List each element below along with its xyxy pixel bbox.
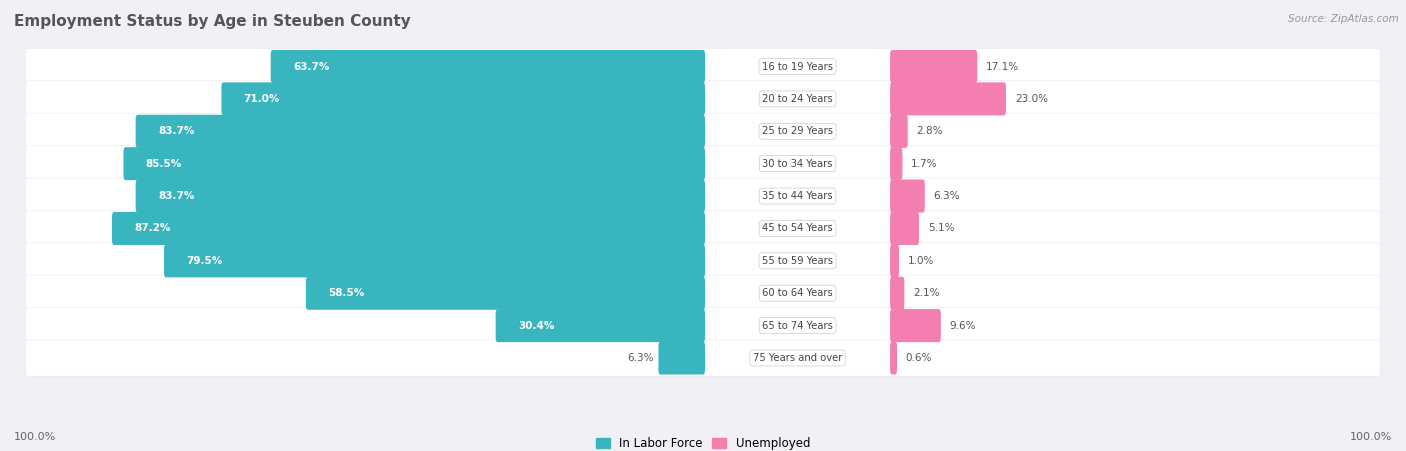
Text: 87.2%: 87.2% [135, 223, 170, 234]
Text: 20 to 24 Years: 20 to 24 Years [762, 94, 832, 104]
FancyBboxPatch shape [221, 83, 704, 115]
FancyBboxPatch shape [25, 243, 1381, 279]
Text: 79.5%: 79.5% [186, 256, 222, 266]
FancyBboxPatch shape [25, 81, 1381, 117]
FancyBboxPatch shape [25, 308, 1381, 344]
FancyBboxPatch shape [25, 48, 1381, 85]
Text: 100.0%: 100.0% [14, 432, 56, 442]
FancyBboxPatch shape [25, 113, 1381, 149]
Text: 1.7%: 1.7% [911, 159, 938, 169]
Text: 75 Years and over: 75 Years and over [752, 353, 842, 363]
Text: 58.5%: 58.5% [328, 288, 364, 298]
Text: 65 to 74 Years: 65 to 74 Years [762, 321, 832, 331]
FancyBboxPatch shape [890, 341, 897, 374]
Text: 6.3%: 6.3% [934, 191, 960, 201]
FancyBboxPatch shape [890, 309, 941, 342]
FancyBboxPatch shape [25, 340, 1381, 376]
FancyBboxPatch shape [890, 115, 908, 148]
Text: 83.7%: 83.7% [157, 191, 194, 201]
FancyBboxPatch shape [25, 146, 1381, 182]
FancyBboxPatch shape [890, 50, 977, 83]
Text: 2.8%: 2.8% [917, 126, 943, 136]
FancyBboxPatch shape [124, 147, 704, 180]
Text: 0.6%: 0.6% [905, 353, 932, 363]
Text: 2.1%: 2.1% [912, 288, 939, 298]
Text: 9.6%: 9.6% [949, 321, 976, 331]
FancyBboxPatch shape [271, 50, 704, 83]
FancyBboxPatch shape [25, 275, 1381, 311]
Legend: In Labor Force, Unemployed: In Labor Force, Unemployed [591, 433, 815, 451]
FancyBboxPatch shape [890, 212, 920, 245]
Text: 30.4%: 30.4% [517, 321, 554, 331]
Text: 6.3%: 6.3% [627, 353, 654, 363]
Text: 23.0%: 23.0% [1015, 94, 1047, 104]
Text: 85.5%: 85.5% [146, 159, 181, 169]
FancyBboxPatch shape [25, 178, 1381, 214]
Text: 45 to 54 Years: 45 to 54 Years [762, 223, 832, 234]
Text: 60 to 64 Years: 60 to 64 Years [762, 288, 832, 298]
Text: 16 to 19 Years: 16 to 19 Years [762, 61, 834, 72]
FancyBboxPatch shape [165, 244, 704, 277]
Text: Source: ZipAtlas.com: Source: ZipAtlas.com [1288, 14, 1399, 23]
FancyBboxPatch shape [890, 147, 903, 180]
FancyBboxPatch shape [112, 212, 704, 245]
Text: 63.7%: 63.7% [292, 61, 329, 72]
FancyBboxPatch shape [307, 277, 704, 310]
FancyBboxPatch shape [890, 83, 1007, 115]
FancyBboxPatch shape [890, 277, 904, 310]
Text: 83.7%: 83.7% [157, 126, 194, 136]
Text: 25 to 29 Years: 25 to 29 Years [762, 126, 834, 136]
FancyBboxPatch shape [890, 244, 898, 277]
FancyBboxPatch shape [135, 179, 704, 212]
Text: 1.0%: 1.0% [908, 256, 934, 266]
FancyBboxPatch shape [496, 309, 704, 342]
Text: 5.1%: 5.1% [928, 223, 955, 234]
Text: 17.1%: 17.1% [986, 61, 1019, 72]
Text: 30 to 34 Years: 30 to 34 Years [762, 159, 832, 169]
Text: 35 to 44 Years: 35 to 44 Years [762, 191, 832, 201]
Text: 71.0%: 71.0% [243, 94, 280, 104]
FancyBboxPatch shape [25, 210, 1381, 247]
FancyBboxPatch shape [890, 179, 925, 212]
FancyBboxPatch shape [658, 341, 704, 374]
Text: 55 to 59 Years: 55 to 59 Years [762, 256, 834, 266]
FancyBboxPatch shape [135, 115, 704, 148]
Text: 100.0%: 100.0% [1350, 432, 1392, 442]
Text: Employment Status by Age in Steuben County: Employment Status by Age in Steuben Coun… [14, 14, 411, 28]
